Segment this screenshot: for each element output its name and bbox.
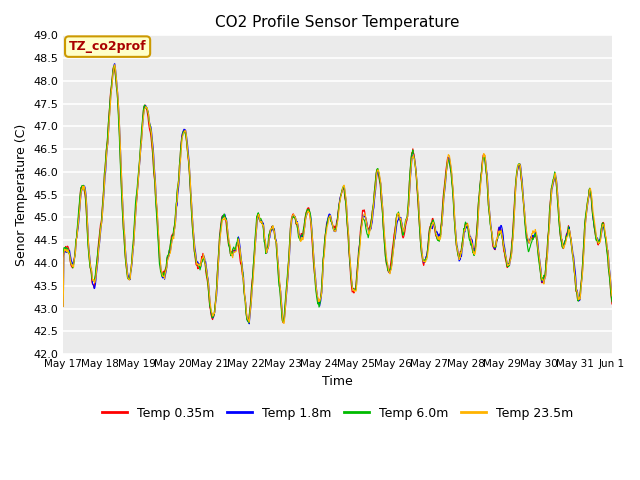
Legend: Temp 0.35m, Temp 1.8m, Temp 6.0m, Temp 23.5m: Temp 0.35m, Temp 1.8m, Temp 6.0m, Temp 2… <box>97 402 578 425</box>
Text: TZ_co2prof: TZ_co2prof <box>68 40 147 53</box>
X-axis label: Time: Time <box>322 374 353 387</box>
Y-axis label: Senor Temperature (C): Senor Temperature (C) <box>15 123 28 266</box>
Title: CO2 Profile Sensor Temperature: CO2 Profile Sensor Temperature <box>216 15 460 30</box>
